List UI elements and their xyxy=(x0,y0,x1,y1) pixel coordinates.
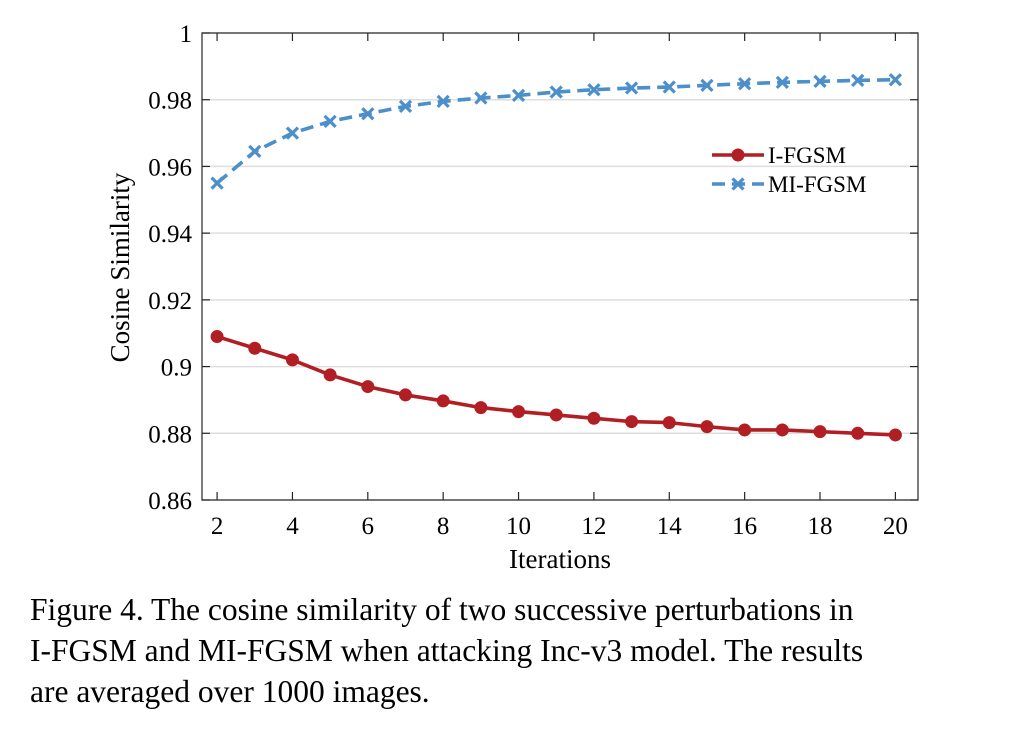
data-point-i-fgsm xyxy=(361,380,375,394)
y-tick-label: 0.92 xyxy=(148,288,192,315)
legend-label: I-FGSM xyxy=(768,143,846,168)
data-point-i-fgsm xyxy=(662,416,676,430)
y-tick-label: 0.98 xyxy=(148,88,192,115)
data-point-i-fgsm xyxy=(474,401,488,415)
data-point-mi-fgsm xyxy=(285,126,300,140)
data-point-mi-fgsm xyxy=(474,91,488,105)
data-point-i-fgsm xyxy=(738,423,752,437)
x-tick-label: 18 xyxy=(808,513,833,540)
data-point-i-fgsm xyxy=(888,428,902,442)
y-tick-label: 0.96 xyxy=(148,154,192,181)
legend-label: MI-FGSM xyxy=(768,172,866,197)
data-point-i-fgsm xyxy=(775,423,789,437)
data-point-i-fgsm xyxy=(512,405,526,419)
data-point-mi-fgsm xyxy=(888,73,903,87)
data-point-mi-fgsm xyxy=(210,176,224,190)
data-point-i-fgsm xyxy=(248,341,262,355)
y-tick-label: 0.9 xyxy=(161,355,192,382)
data-point-mi-fgsm xyxy=(662,80,676,94)
data-point-mi-fgsm xyxy=(398,99,413,114)
data-point-i-fgsm xyxy=(398,388,412,402)
data-point-mi-fgsm xyxy=(436,94,450,109)
legend-item-mi-fgsm: MI-FGSM xyxy=(712,172,866,197)
data-point-mi-fgsm xyxy=(700,78,714,93)
legend: I-FGSM MI-FGSM xyxy=(712,143,866,197)
series-layer xyxy=(210,73,903,442)
x-tick-label: 6 xyxy=(362,513,375,540)
grid-lines xyxy=(202,32,918,501)
data-point-i-fgsm xyxy=(851,426,865,440)
data-point-i-fgsm xyxy=(285,353,299,367)
data-point-i-fgsm xyxy=(700,420,714,434)
plot-area-frame xyxy=(201,32,919,501)
data-point-mi-fgsm xyxy=(587,83,601,97)
figure-caption: Figure 4. The cosine similarity of two s… xyxy=(30,592,864,709)
x-tick-label: 4 xyxy=(286,513,299,540)
data-point-mi-fgsm xyxy=(624,81,639,95)
x-axis-title: Iterations xyxy=(509,544,611,574)
data-point-i-fgsm xyxy=(813,425,827,439)
x-tick-label: 2 xyxy=(211,513,224,540)
data-point-mi-fgsm xyxy=(851,73,865,87)
series-i-fgsm xyxy=(210,330,902,442)
data-point-i-fgsm xyxy=(210,330,224,344)
data-point-mi-fgsm xyxy=(549,85,563,99)
data-point-mi-fgsm xyxy=(323,114,337,129)
x-tick-label: 10 xyxy=(506,513,531,540)
legend-item-i-fgsm: I-FGSM xyxy=(712,143,846,168)
data-point-mi-fgsm xyxy=(813,74,827,88)
axis-ticks xyxy=(202,32,918,501)
x-tick-label: 14 xyxy=(657,513,683,540)
x-tick-label: 16 xyxy=(732,513,757,540)
legend-swatch-marker xyxy=(731,148,745,162)
y-axis-title: Cosine Similarity xyxy=(105,172,135,362)
x-tick-label: 20 xyxy=(883,513,908,540)
data-point-i-fgsm xyxy=(587,411,601,425)
series-mi-fgsm xyxy=(210,73,903,190)
data-point-mi-fgsm xyxy=(361,107,375,121)
data-point-mi-fgsm xyxy=(738,77,752,91)
data-point-i-fgsm xyxy=(436,394,450,408)
data-point-mi-fgsm xyxy=(248,144,262,159)
y-tick-label: 0.86 xyxy=(148,488,192,515)
y-tick-label: 0.88 xyxy=(148,421,192,448)
legend-swatch-marker xyxy=(731,177,745,191)
data-point-mi-fgsm xyxy=(511,88,526,103)
data-point-i-fgsm xyxy=(625,415,639,429)
data-point-mi-fgsm xyxy=(775,75,789,89)
x-tick-label: 12 xyxy=(581,513,606,540)
y-tick-label: 0.94 xyxy=(148,221,192,248)
data-point-i-fgsm xyxy=(323,368,337,382)
y-tick-label: 1 xyxy=(180,21,193,48)
x-tick-label: 8 xyxy=(437,513,450,540)
data-point-i-fgsm xyxy=(549,408,563,422)
